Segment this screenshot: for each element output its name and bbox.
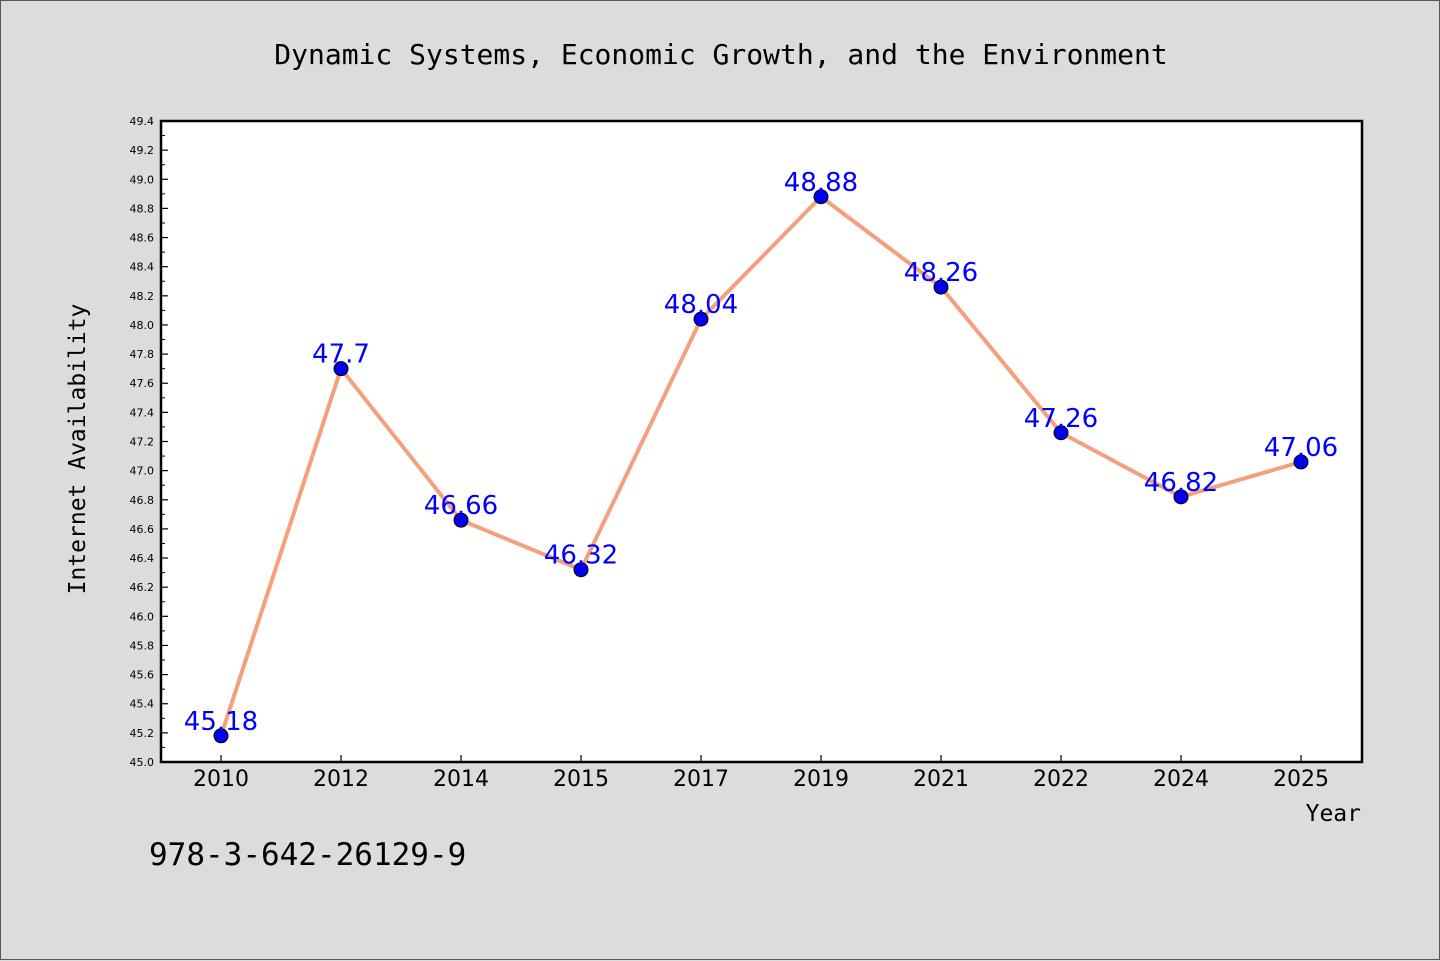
- y-tick-label: 46.2: [130, 581, 155, 594]
- x-axis: 2010 2012 2014 2015 2017 2019 2021 2022 2024 2025: [193, 755, 1329, 792]
- y-axis: 45.0 45.2 45.4 45.6 45.8 46.0 46.2 46.4 46.6 46.8…: [130, 115, 168, 769]
- plot-area: [161, 121, 1362, 762]
- x-tick-label: 2017: [673, 767, 729, 792]
- y-tick-label: 47.4: [130, 406, 155, 419]
- data-point: [813, 189, 829, 205]
- y-tick-label: 46.8: [130, 494, 155, 507]
- x-tick-label: 2012: [313, 767, 369, 792]
- y-tick-label: 45.4: [130, 698, 155, 711]
- y-tick-label: 48.0: [130, 319, 155, 332]
- y-tick-label: 47.6: [130, 377, 155, 390]
- y-tick-label: 46.6: [130, 523, 155, 536]
- y-tick-label: 49.4: [130, 115, 155, 128]
- y-tick-label: 48.2: [130, 290, 155, 303]
- y-tick-label: 46.4: [130, 552, 155, 565]
- data-point: [333, 361, 349, 377]
- data-point: [213, 728, 229, 744]
- data-label: 48.26: [904, 258, 978, 288]
- data-point: [1293, 454, 1309, 470]
- x-tick-label: 2010: [193, 767, 249, 792]
- x-tick-label: 2015: [553, 767, 609, 792]
- data-point: [1053, 425, 1069, 441]
- x-tick-label: 2021: [913, 767, 969, 792]
- x-tick-label: 2022: [1033, 767, 1089, 792]
- data-point: [933, 279, 949, 295]
- data-points: [213, 189, 1309, 744]
- y-tick-label: 48.6: [130, 232, 155, 245]
- y-tick-label: 45.0: [130, 756, 155, 769]
- y-axis-label: Internet Availability: [65, 304, 91, 595]
- data-point: [453, 512, 469, 528]
- data-label: 46.32: [544, 541, 618, 571]
- data-point: [693, 311, 709, 327]
- plot-frame: [159, 119, 1364, 764]
- data-label: 48.04: [664, 290, 738, 320]
- data-label: 46.66: [424, 491, 498, 521]
- y-tick-label: 45.6: [130, 669, 155, 682]
- data-labels: 45.18 47.7 46.66 46.32 48.04 48.88 48.26 47.26 4…: [184, 168, 1338, 737]
- x-tick-label: 2019: [793, 767, 849, 792]
- y-tick-label: 48.4: [130, 261, 155, 274]
- x-tick-label: 2014: [433, 767, 489, 792]
- y-tick-label: 47.0: [130, 465, 155, 478]
- data-label: 46.82: [1144, 468, 1218, 498]
- y-tick-label: 49.2: [130, 144, 155, 157]
- series-line: [219, 194, 1302, 737]
- y-tick-label: 45.2: [130, 727, 155, 740]
- data-label: 48.88: [784, 168, 858, 198]
- y-tick-label: 48.8: [130, 202, 155, 215]
- chart-title: Dynamic Systems, Economic Growth, and th…: [274, 38, 1167, 71]
- data-label: 47.06: [1264, 433, 1338, 463]
- x-tick-label: 2025: [1273, 767, 1329, 792]
- data-label: 47.7: [312, 340, 370, 370]
- y-tick-label: 46.0: [130, 610, 155, 623]
- data-label: 45.18: [184, 707, 258, 737]
- y-tick-label: 45.8: [130, 639, 155, 652]
- data-label: 47.26: [1024, 404, 1098, 434]
- data-point: [1173, 489, 1189, 505]
- y-tick-label: 47.2: [130, 436, 155, 449]
- data-point: [573, 562, 589, 578]
- x-axis-label: Year: [1306, 801, 1361, 827]
- y-tick-label: 47.8: [130, 348, 155, 361]
- y-tick-label: 49.0: [130, 173, 155, 186]
- x-tick-label: 2024: [1153, 767, 1209, 792]
- isbn-text: 978-3-642-26129-9: [149, 837, 466, 873]
